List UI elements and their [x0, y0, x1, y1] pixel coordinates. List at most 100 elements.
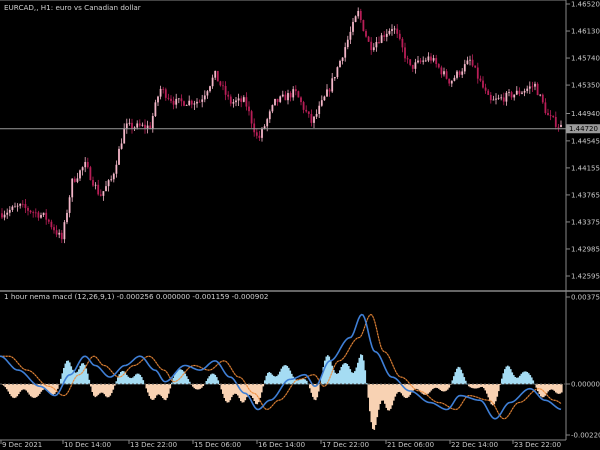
histogram-bar	[492, 384, 494, 406]
candle	[118, 146, 120, 165]
histogram-bar	[375, 384, 377, 425]
histogram-bar	[114, 384, 116, 386]
candle	[209, 85, 211, 93]
histogram-bar	[496, 384, 499, 397]
candle	[539, 94, 542, 97]
candle	[289, 91, 292, 102]
candle	[120, 138, 123, 150]
histogram-bar	[295, 379, 298, 385]
candle	[58, 229, 61, 239]
histogram-bar	[49, 384, 52, 394]
histogram-bar	[454, 372, 457, 385]
histogram-bar	[367, 384, 370, 398]
histogram-bar	[258, 384, 260, 403]
histogram-bar	[445, 384, 448, 391]
macd-histogram[interactable]	[0, 354, 563, 430]
histogram-bar	[199, 384, 202, 389]
candle	[388, 28, 391, 36]
histogram-bar	[252, 384, 254, 399]
candle	[536, 82, 539, 96]
histogram-bar	[361, 355, 364, 385]
candle	[526, 85, 529, 94]
histogram-bar	[381, 384, 383, 401]
histogram-bar	[262, 384, 265, 387]
candle	[149, 121, 152, 130]
candle	[456, 69, 458, 80]
histogram-bar	[211, 373, 214, 385]
candle	[318, 101, 321, 119]
candle	[266, 117, 269, 132]
histogram-bar	[222, 384, 224, 394]
histogram-bar	[540, 384, 542, 397]
histogram-bar	[220, 384, 223, 390]
histogram-bar	[141, 377, 143, 385]
current-price-tag: 1.44720	[566, 124, 600, 134]
histogram-bar	[484, 384, 487, 391]
candle	[3, 210, 6, 221]
candle	[131, 118, 133, 134]
histogram-bar	[109, 384, 112, 396]
histogram-bar	[442, 384, 445, 392]
histogram-bar	[561, 384, 563, 393]
candle	[495, 93, 497, 105]
indicator-tick-label: 0.000000	[571, 381, 600, 389]
indicator-tick-label: -0.002201	[571, 432, 600, 440]
candle	[544, 98, 547, 115]
histogram-bar	[510, 369, 512, 385]
histogram-bar	[300, 379, 302, 385]
histogram-bar	[556, 384, 559, 394]
candle	[144, 119, 146, 134]
price-tick-label: 1.42595	[571, 273, 600, 281]
signal-line-solid[interactable]	[0, 313, 562, 420]
candle	[237, 93, 240, 106]
candle	[417, 56, 419, 64]
candlestick-series[interactable]	[1, 7, 562, 244]
histogram-bar	[315, 384, 317, 401]
candle	[229, 94, 232, 107]
histogram-bar	[73, 372, 76, 385]
histogram-bar	[457, 366, 460, 385]
histogram-bar	[45, 384, 47, 390]
candle	[378, 36, 380, 45]
histogram-bar	[28, 384, 31, 395]
histogram-bar	[366, 383, 368, 385]
candle	[292, 86, 295, 101]
histogram-bar	[451, 380, 454, 385]
candle	[214, 70, 217, 80]
histogram-bar	[282, 366, 284, 385]
histogram-bar	[310, 384, 313, 393]
histogram-bar	[505, 366, 508, 385]
histogram-bar	[558, 384, 560, 394]
candle	[287, 89, 289, 105]
histogram-bar	[483, 384, 485, 389]
candle	[500, 94, 503, 101]
histogram-bar	[208, 376, 211, 385]
candle	[502, 92, 505, 106]
histogram-bar	[270, 372, 272, 385]
macd-line[interactable]	[0, 313, 562, 420]
histogram-bar	[487, 384, 490, 398]
histogram-bar	[285, 365, 287, 385]
histogram-bar	[241, 384, 244, 403]
candle	[8, 206, 11, 217]
histogram-bar	[133, 376, 136, 385]
histogram-bar	[559, 384, 562, 394]
histogram-bar	[481, 384, 484, 387]
histogram-bar	[96, 384, 98, 397]
histogram-bar	[217, 380, 220, 385]
candle	[398, 29, 401, 41]
histogram-bar	[52, 384, 55, 395]
candle	[547, 108, 549, 116]
histogram-bar	[276, 376, 278, 385]
histogram-bar	[105, 384, 107, 397]
histogram-bar	[348, 366, 350, 385]
histogram-bar	[183, 371, 185, 385]
histogram-bar	[288, 367, 290, 385]
histogram-bar	[177, 370, 179, 385]
histogram-bar	[148, 384, 151, 397]
candle	[482, 76, 484, 89]
candle	[92, 176, 94, 187]
histogram-bar	[360, 354, 362, 385]
histogram-bar	[126, 374, 128, 385]
